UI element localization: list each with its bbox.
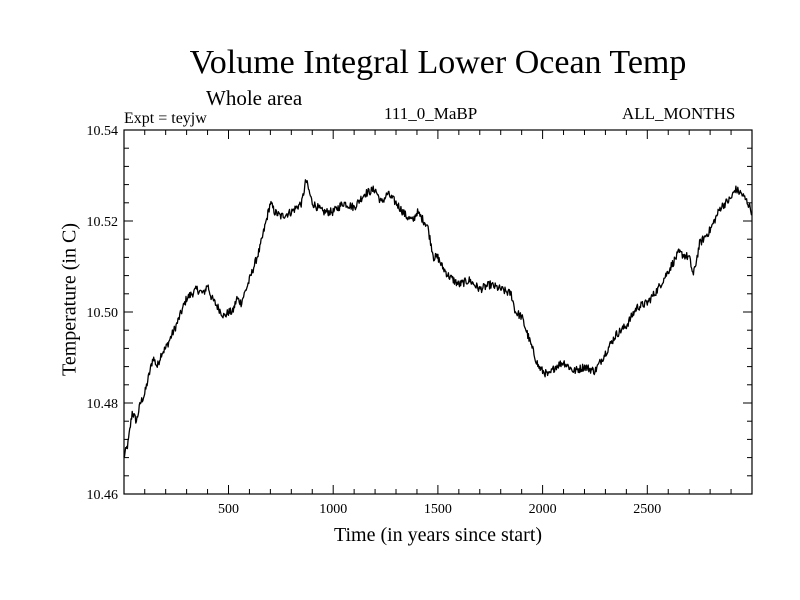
x-tick-label: 1000 [319,502,347,517]
y-tick-label: 10.54 [87,124,119,139]
x-tick-label: 500 [218,502,239,517]
y-tick-label: 10.46 [87,488,119,503]
chart-subtitle: Whole area [206,86,303,110]
x-tick-label: 2500 [633,502,661,517]
months-label: ALL_MONTHS [622,104,736,123]
series-line-teyjw [123,179,753,458]
x-axis-label: Time (in years since start) [333,524,543,546]
y-tick-label: 10.52 [87,215,119,230]
experiment-label: Expt = teyjw [124,110,207,127]
x-tick-label: 2000 [529,502,557,517]
y-tick-label: 10.50 [87,306,119,321]
y-tick-label: 10.48 [87,397,119,412]
plot-frame [123,129,753,495]
chart-title: Volume Integral Lower Ocean Temp [189,44,687,81]
x-tick-label: 1500 [424,502,452,517]
run-label: 111_0_MaBP [384,104,478,123]
